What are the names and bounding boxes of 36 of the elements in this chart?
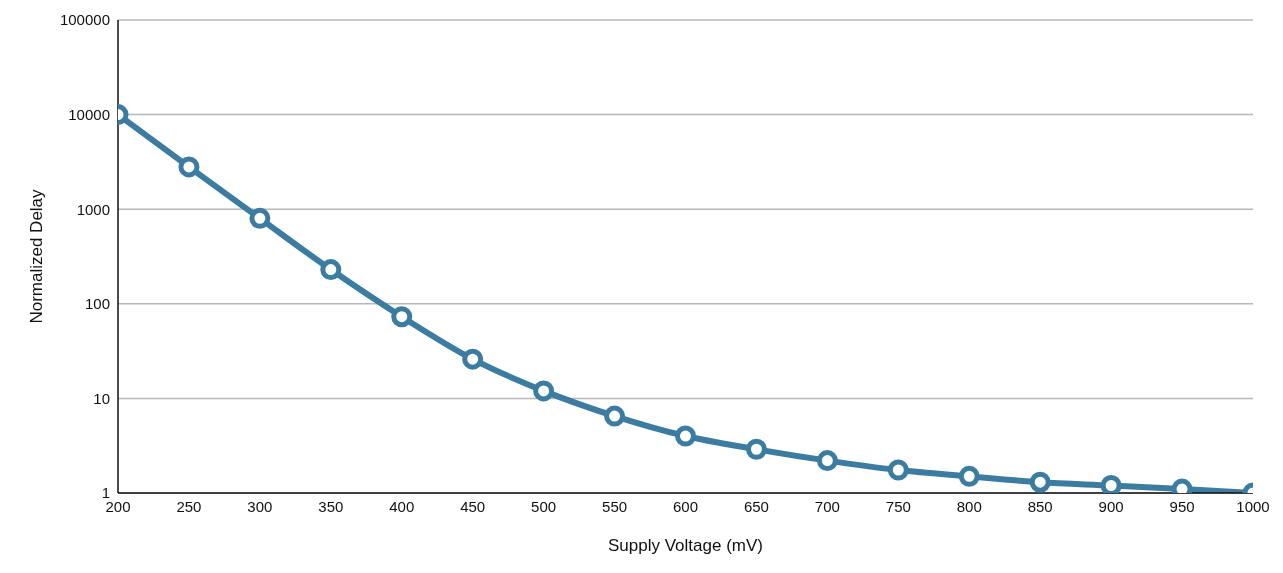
x-tick-label: 650 xyxy=(743,497,769,515)
x-tick-label: 250 xyxy=(176,497,202,515)
point xyxy=(320,259,342,281)
point xyxy=(249,207,271,229)
y-tick-label: 1000 xyxy=(76,200,110,218)
y-tick-label: 100000 xyxy=(59,11,110,29)
x-tick-label: 350 xyxy=(318,497,344,515)
point xyxy=(1029,471,1051,493)
point xyxy=(462,348,484,370)
point xyxy=(887,459,909,481)
x-tick-label: 1000 xyxy=(1236,497,1270,515)
x-tick-label: 300 xyxy=(247,497,273,515)
y-axis-title: Normalized Delay xyxy=(27,188,47,324)
y-tick-label: 10000 xyxy=(68,105,110,123)
point xyxy=(178,156,200,178)
x-tick-label: 450 xyxy=(460,497,486,515)
point xyxy=(604,405,626,427)
x-tick-label: 400 xyxy=(389,497,415,515)
x-tick-label: 950 xyxy=(1169,497,1195,515)
x-tick-label: 850 xyxy=(1027,497,1053,515)
point xyxy=(958,465,980,487)
x-axis-title: Supply Voltage (mV) xyxy=(608,536,763,555)
x-tick-label: 600 xyxy=(672,497,699,515)
x-tick-label: 800 xyxy=(956,497,982,515)
y-tick-label: 100 xyxy=(84,295,110,313)
x-tick-label: 550 xyxy=(602,497,628,515)
x-tick-label: 700 xyxy=(814,497,840,515)
x-tick-label: 500 xyxy=(531,497,557,515)
point xyxy=(745,438,767,460)
point xyxy=(391,306,413,328)
point xyxy=(675,425,696,447)
y-tick-label: 10 xyxy=(93,389,110,407)
point xyxy=(816,450,838,472)
x-tick-label: 750 xyxy=(885,497,911,515)
x-tick-label: 900 xyxy=(1098,497,1124,515)
point xyxy=(533,380,555,402)
